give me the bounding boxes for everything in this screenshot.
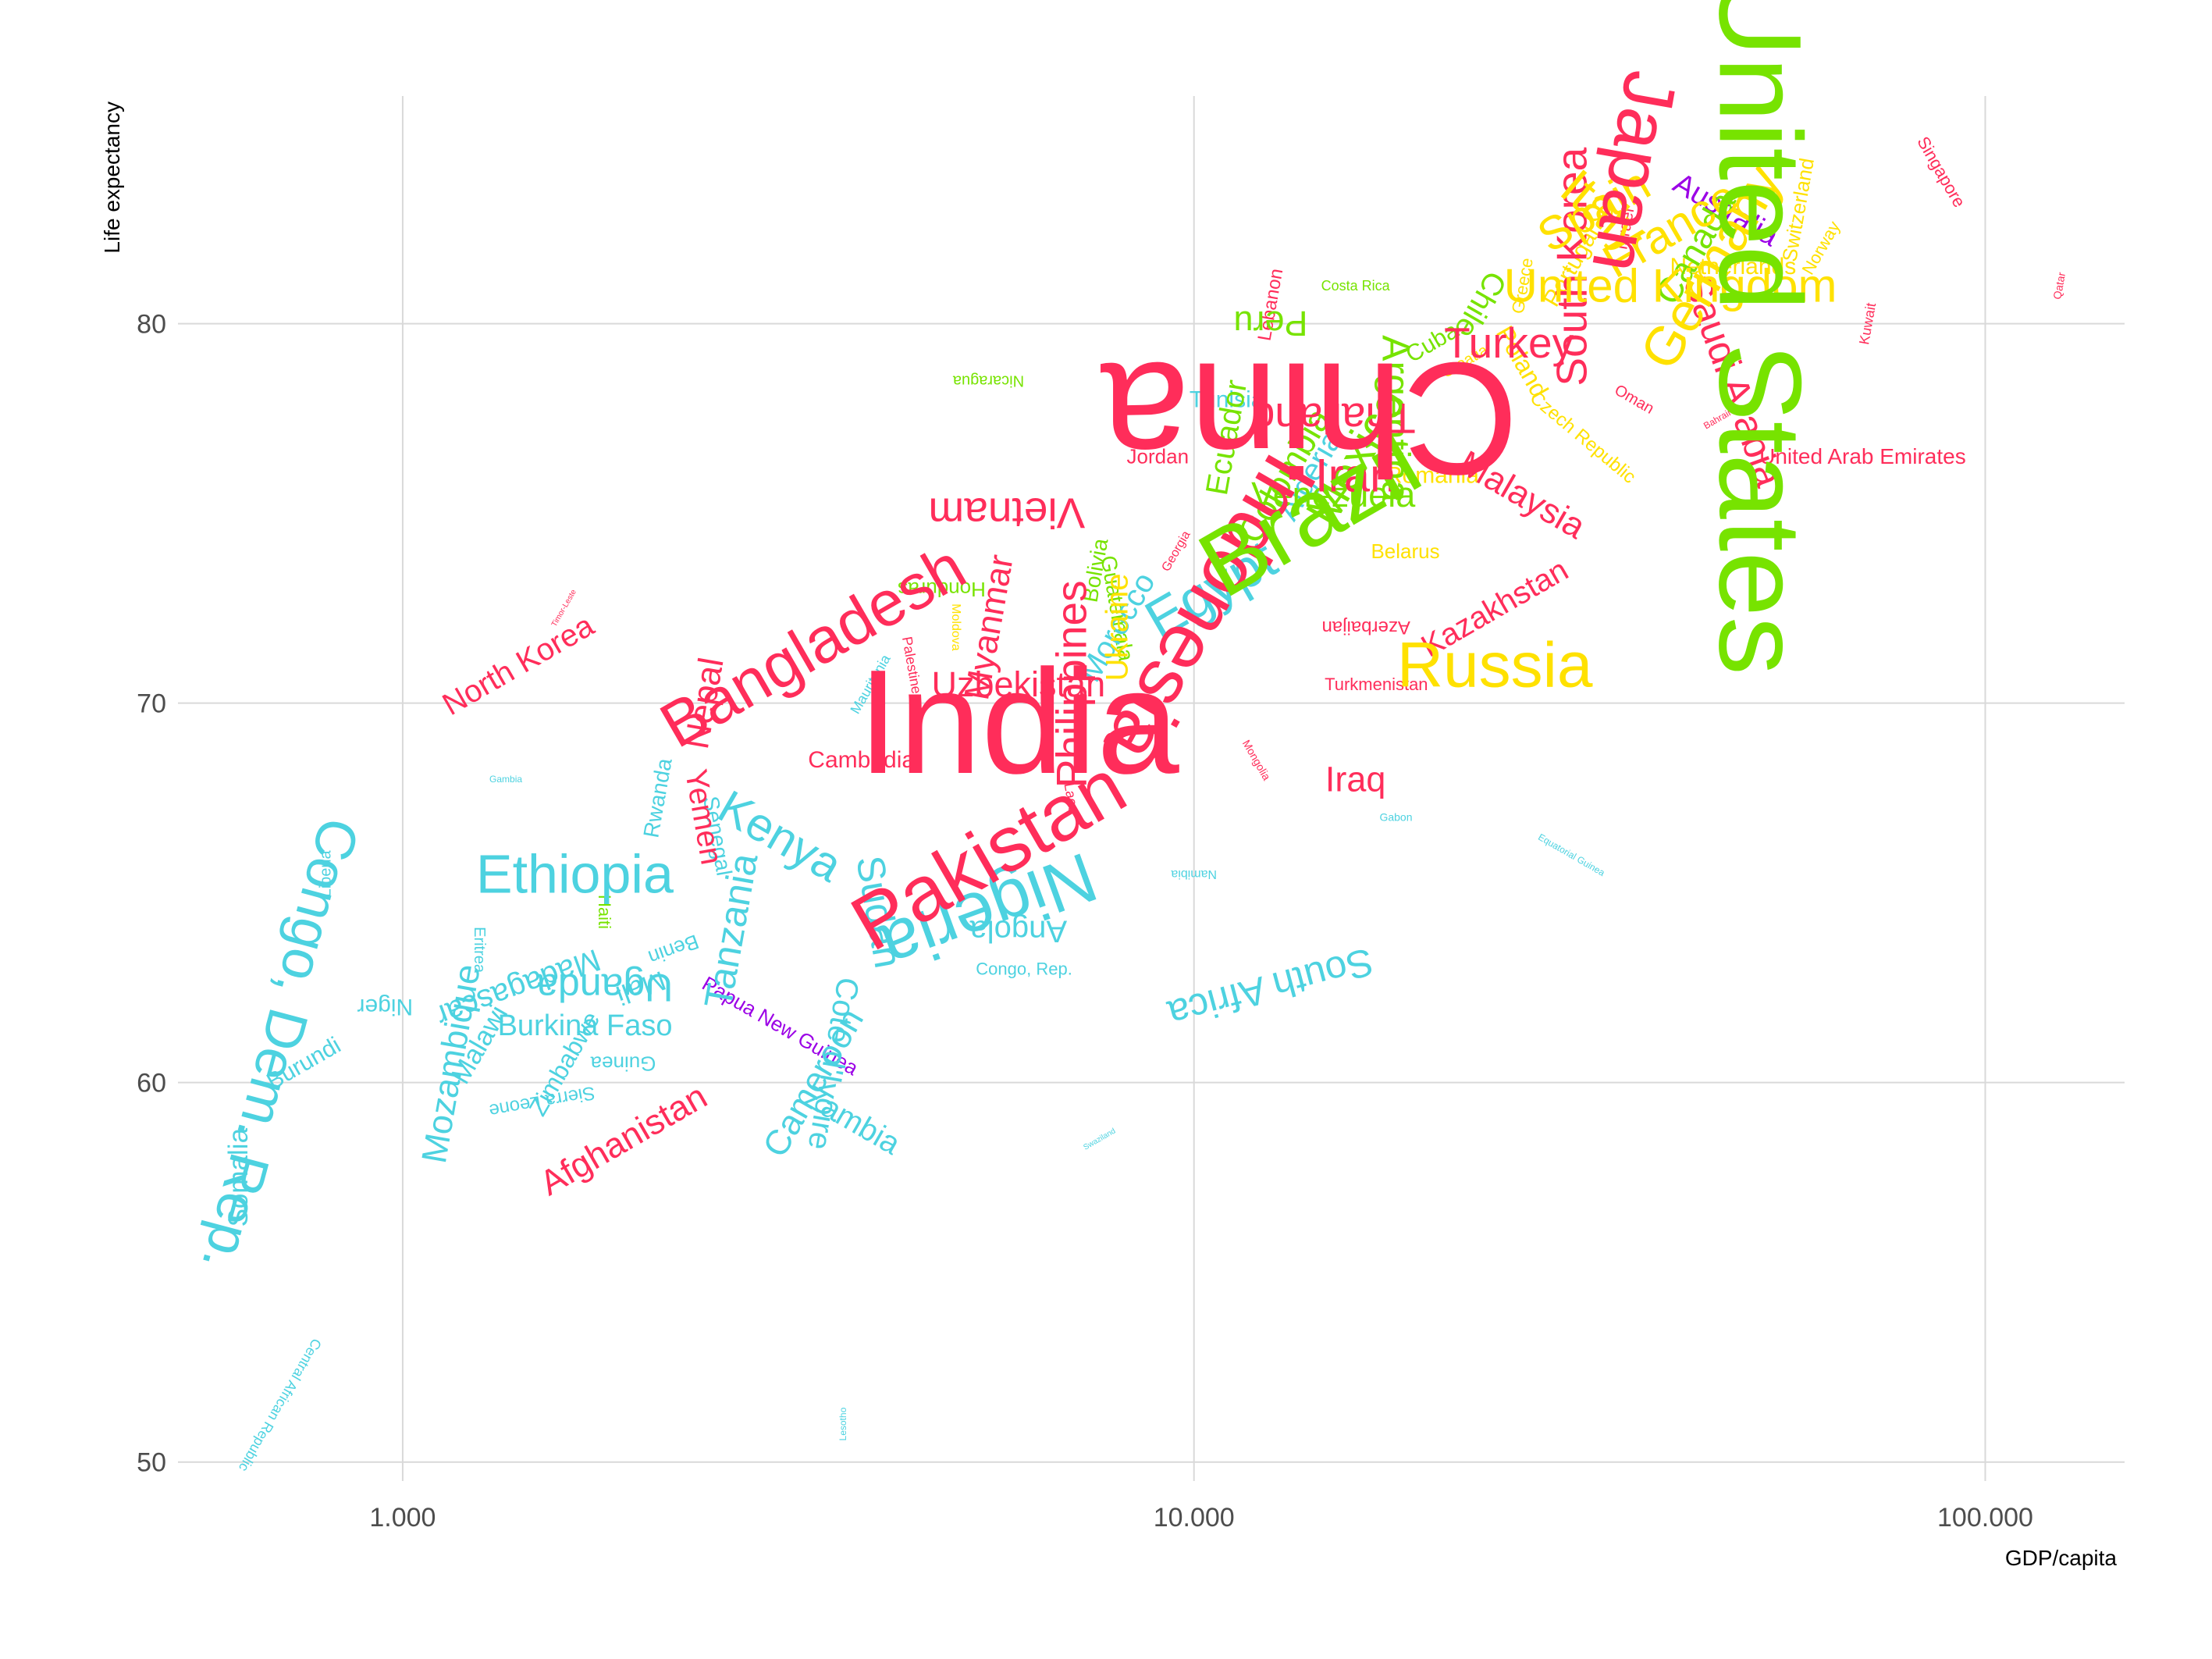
country-label: Iraq: [1325, 759, 1386, 799]
country-label: Nicaragua: [952, 372, 1024, 390]
country-label: Namibia: [1171, 867, 1217, 881]
x-tick-label: 10.000: [1154, 1503, 1235, 1533]
country-label: Ukraine: [1100, 574, 1134, 682]
country-label: Azerbaijan: [1321, 617, 1410, 638]
country-label: Burkina Faso: [498, 1009, 673, 1042]
country-label: Russia: [1397, 630, 1593, 701]
country-label: Eritrea: [471, 927, 488, 974]
y-tick-label: 70: [137, 689, 166, 719]
country-label: Congo, Rep.: [976, 959, 1072, 978]
country-label: Niger: [357, 994, 413, 1020]
country-label: Tunisia: [1190, 386, 1264, 412]
country-label: Costa Rica: [1321, 278, 1391, 294]
x-tick-label: 1.000: [369, 1503, 436, 1533]
country-label: Thailand: [1251, 394, 1416, 443]
y-axis-title: Life expectancy: [100, 101, 124, 254]
y-tick-label: 60: [137, 1069, 166, 1098]
country-label: South Africa: [1163, 939, 1378, 1036]
country-label: United Kingdom: [1504, 260, 1837, 312]
country-label: North Korea: [437, 608, 600, 722]
country-label: Rwanda: [638, 756, 676, 839]
country-label: Guinea: [590, 1052, 656, 1075]
country-label: Tanzania: [696, 850, 766, 1012]
country-label: Equatorial Guinea: [1536, 831, 1606, 878]
country-label: Gabon: [1379, 810, 1412, 823]
country-label: South Korea: [1547, 147, 1595, 386]
country-label: Vietnam: [928, 490, 1085, 538]
country-label: Romania: [1385, 463, 1479, 489]
country-label: Benin: [645, 930, 702, 970]
country-label: Liberia: [318, 849, 335, 897]
x-tick-label: 100.000: [1937, 1503, 2033, 1533]
country-label: China: [1100, 329, 1519, 508]
country-label: Qatar: [2050, 271, 2068, 301]
country-label: Angola: [969, 913, 1067, 948]
country-label: India: [858, 639, 1179, 805]
country-label: Philippines: [1047, 580, 1096, 788]
country-label: Singapore: [1913, 134, 1969, 211]
country-label: Argentina: [1374, 335, 1417, 502]
country-label: Honduras: [898, 578, 986, 601]
country-label: Turkmenistan: [1325, 675, 1428, 694]
country-label: Venezuela: [1251, 475, 1416, 514]
country-label: Belarus: [1371, 539, 1439, 563]
y-tick-label: 50: [137, 1448, 166, 1478]
country-labels: SwazilandTimor-LesteLesothoGambiaBahrain…: [190, 0, 2068, 1474]
country-label: Ethiopia: [476, 843, 674, 904]
country-label: United States: [1695, 0, 1826, 675]
country-label: Cambodia: [808, 747, 915, 773]
country-label: Gambia: [489, 774, 522, 785]
country-label: Jordan: [1127, 445, 1190, 468]
y-tick-label: 80: [137, 310, 166, 340]
country-label: Central African Republic: [236, 1336, 325, 1474]
country-label: Uzbekistan: [931, 664, 1105, 704]
country-label: Iran: [1315, 450, 1396, 502]
country-label: Lesotho: [838, 1407, 848, 1440]
gridlines: [178, 96, 2125, 1481]
country-label: Uganda: [536, 966, 673, 1009]
country-label: Peru: [1233, 304, 1307, 344]
country-label: United Arab Emirates: [1759, 444, 1966, 468]
country-label: Congo, Dem. Rep.: [190, 812, 371, 1278]
country-label: Haiti: [595, 895, 614, 929]
country-label: Oman: [1612, 382, 1657, 418]
country-label: Somalia: [223, 1127, 254, 1226]
x-axis-ticks: 1.000 10.000 100.000: [369, 1503, 2033, 1533]
country-label: Turkey: [1444, 319, 1574, 367]
country-label: Swaziland: [1082, 1127, 1117, 1152]
x-axis-title: GDP/capita: [2005, 1546, 2118, 1570]
y-axis-ticks: 50 60 70 80: [137, 310, 166, 1478]
country-label: Mongolia: [1240, 738, 1273, 782]
country-label: Moldova: [949, 603, 962, 651]
country-label: Netherlands: [1670, 254, 1796, 279]
